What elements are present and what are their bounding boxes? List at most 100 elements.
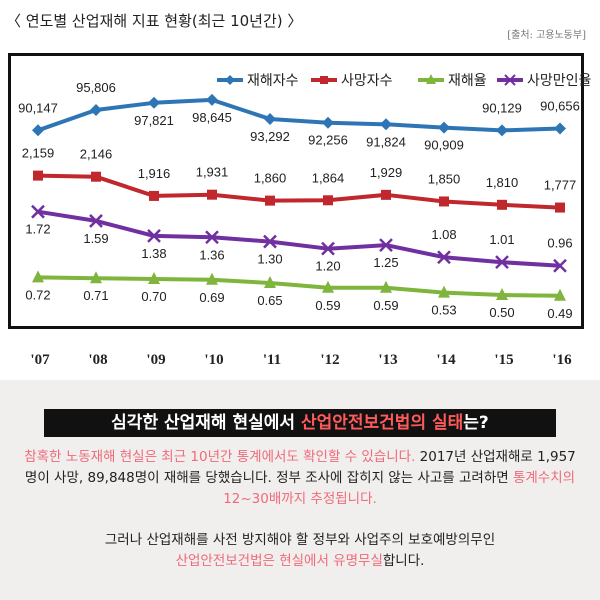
data-point (380, 280, 392, 293)
series-line-4 (37, 209, 561, 268)
data-label: 91,824 (366, 134, 406, 149)
data-label: 1.08 (431, 227, 456, 242)
data-point (90, 271, 102, 284)
data-point (553, 258, 567, 273)
legend-label: 사망만인율 (527, 73, 592, 89)
data-label: 90,129 (482, 100, 522, 115)
data-point (381, 189, 391, 200)
data-point (205, 230, 219, 245)
data-point (207, 189, 217, 200)
data-point (149, 190, 159, 201)
paragraph-law: 그러나 산업재해를 사전 방지해야 할 정부와 사업주의 보호예방의무인 산업안… (20, 530, 580, 572)
data-label: 0.71 (83, 288, 108, 303)
data-point (206, 93, 218, 106)
data-point (323, 195, 333, 206)
chart-frame (8, 53, 584, 329)
data-point (32, 124, 44, 137)
data-point (147, 228, 161, 243)
data-point (322, 116, 334, 129)
data-point (264, 276, 276, 288)
data-point (554, 122, 566, 135)
data-point (321, 241, 335, 256)
legend-marker (225, 75, 235, 85)
data-label: 1,929 (370, 165, 403, 180)
data-point (555, 202, 565, 213)
header: 〈 연도별 산업재해 지표 현황(최근 10년간) 〉 [출처: 고용노동부] (0, 0, 600, 46)
data-label: 1,777 (544, 178, 577, 193)
data-point (148, 272, 160, 284)
x-tick-label: '08 (88, 352, 107, 368)
data-point (554, 288, 566, 301)
data-label: 0.69 (199, 290, 224, 305)
data-label: 1,916 (138, 166, 171, 181)
data-label: 0.49 (547, 306, 572, 321)
data-label: 1.25 (373, 255, 398, 270)
data-label: 1,864 (312, 170, 345, 185)
data-label: 98,645 (192, 110, 232, 125)
data-point (496, 288, 508, 300)
data-point (322, 280, 334, 293)
legend-label: 재해율 (448, 73, 487, 89)
data-label: 90,147 (18, 100, 58, 115)
data-label: 2,146 (80, 147, 113, 162)
x-tick-label: '12 (320, 352, 339, 368)
data-point (89, 214, 103, 228)
data-label: 1,810 (486, 175, 519, 190)
data-label: 1,860 (254, 171, 287, 186)
x-tick-label: '07 (30, 352, 50, 368)
data-point (437, 250, 451, 265)
p1-highlight-1: 참혹한 노동재해 현실은 최근 10년간 통계에서도 확인할 수 있습니다. (24, 449, 416, 465)
data-label: 0.70 (141, 289, 166, 304)
x-tick-label: '16 (552, 352, 572, 368)
x-tick-label: '13 (378, 352, 397, 368)
legend-marker (426, 74, 436, 84)
data-label: 0.50 (489, 305, 514, 320)
headline-part-3: 는? (463, 413, 489, 433)
data-label: 1.38 (141, 246, 166, 261)
series-line-3 (37, 275, 561, 298)
headline: 심각한 산업재해 현실에서 산업안전보건법의 실태는? (44, 409, 556, 437)
data-label: 93,292 (250, 129, 290, 144)
data-point (148, 96, 160, 109)
page-title: 〈 연도별 산업재해 지표 현황(최근 10년간) 〉 (6, 12, 303, 30)
data-label: 1,931 (196, 165, 229, 180)
x-tick-label: '15 (494, 352, 513, 368)
data-point (438, 121, 450, 134)
data-point (33, 170, 43, 181)
data-label: 2,159 (22, 146, 55, 161)
data-point (380, 118, 392, 131)
data-point (264, 113, 276, 126)
data-label: 0.53 (431, 303, 456, 318)
data-label: 1.30 (257, 252, 282, 267)
data-label: 0.59 (373, 298, 398, 313)
data-point (263, 234, 277, 249)
x-tick-label: '10 (204, 352, 223, 368)
data-label: 1.36 (199, 247, 224, 262)
series-line-2 (37, 173, 561, 210)
series-line-1 (37, 97, 561, 133)
data-label: 0.65 (257, 293, 282, 308)
data-label: 0.96 (547, 236, 572, 251)
x-tick-label: '11 (263, 352, 281, 368)
data-label: 0.59 (315, 298, 340, 313)
data-label: 95,806 (76, 80, 116, 95)
data-point (32, 270, 44, 283)
data-label: 0.72 (25, 287, 50, 302)
paragraph-statistics: 참혹한 노동재해 현실은 최근 10년간 통계에서도 확인할 수 있습니다. 2… (20, 447, 580, 510)
data-label: 1.01 (489, 232, 514, 247)
headline-highlight: 산업안전보건법의 실태 (300, 413, 464, 433)
line-chart: 90,147 95,806 97,821 98,645 93,292 92,256 91,8… (18, 73, 592, 368)
p2-end: 합니다. (382, 553, 425, 569)
x-tick-label: '09 (146, 352, 165, 368)
data-point (497, 199, 507, 210)
data-label: 1.20 (315, 259, 340, 274)
data-point (439, 196, 449, 207)
data-label: 97,821 (134, 113, 174, 128)
legend-label: 사망자수 (341, 73, 393, 89)
data-point (265, 195, 275, 206)
p2-text: 그러나 산업재해를 사전 방지해야 할 정부와 사업주의 보호예방의무인 (104, 532, 496, 548)
data-label: 1.72 (25, 222, 50, 237)
data-point (31, 204, 45, 219)
data-label: 1.59 (83, 231, 108, 246)
data-point (206, 272, 218, 285)
